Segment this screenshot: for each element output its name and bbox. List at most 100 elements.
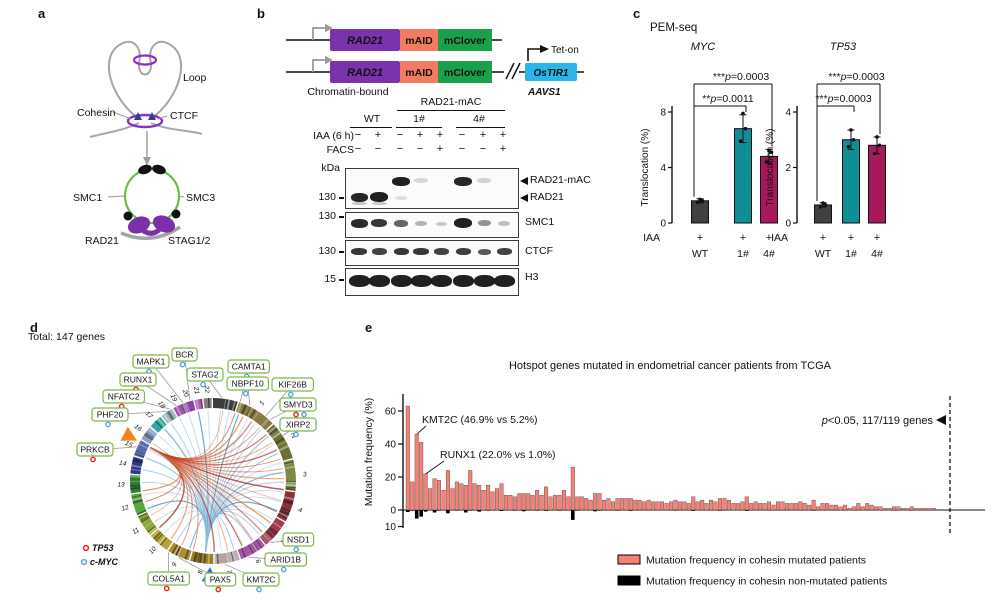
chromosome-number: 9	[171, 561, 179, 568]
chromosome-arc	[271, 431, 282, 440]
mutation-bar	[508, 494, 513, 511]
y-axis-label: Translocation (%)	[640, 129, 651, 207]
myc-dot-icon	[105, 421, 111, 428]
gene-label: COL5A1	[152, 574, 185, 584]
mutation-bar	[548, 496, 553, 511]
mutation-bar	[891, 506, 896, 511]
smc1-blot-label: SMC1	[525, 216, 555, 228]
h3-blot-label: H3	[525, 271, 539, 283]
gene-label: PAX5	[210, 575, 231, 585]
bar	[868, 144, 886, 224]
chart-title: TP53	[830, 41, 857, 53]
mutation-bar	[869, 504, 874, 511]
chromosome-arc	[175, 405, 182, 416]
protein-band	[454, 218, 472, 228]
chromosome-arc	[276, 490, 296, 522]
iaa-sign: −	[458, 129, 466, 141]
chromosome-arc	[155, 420, 163, 429]
chromosome-arc	[171, 544, 179, 554]
non-mutated-bar	[463, 510, 468, 513]
chromosome-arc	[176, 546, 183, 557]
non-mutated-bar	[432, 510, 437, 513]
mutation-bar	[833, 504, 838, 511]
myc-dot-icon	[242, 390, 249, 397]
mutation-bar	[713, 501, 718, 511]
mutation-bar	[709, 499, 714, 511]
tp53-locus-triangle-icon	[120, 426, 138, 441]
mutation-bar	[463, 485, 468, 511]
chromosome-arc	[248, 544, 254, 554]
protein-band	[477, 249, 491, 255]
teton-arrow-icon	[527, 48, 540, 61]
mutation-bar	[700, 499, 705, 511]
rad21-bridge	[140, 227, 162, 236]
y-tick-label: 4	[660, 163, 666, 174]
mutation-bar	[410, 481, 415, 511]
cohesin-label: Cohesin	[77, 107, 116, 119]
circos-plot: Total: 147 genes123456789101112131415161…	[28, 331, 317, 593]
chromosome-arc	[277, 513, 288, 520]
non-mutated-bar	[718, 510, 722, 511]
x-category-label: 4#	[871, 248, 883, 260]
myc-dot-icon	[301, 411, 307, 418]
y-tick-label: 0	[390, 506, 396, 517]
mutation-bar	[575, 496, 580, 511]
mutation-bar	[668, 501, 673, 511]
mutation-bar	[691, 496, 696, 511]
mutation-bar	[642, 501, 647, 511]
mutation-bar	[856, 503, 861, 511]
legend-swatch	[617, 575, 641, 586]
chromosome-arc	[140, 516, 150, 523]
mutation-bar	[811, 499, 816, 511]
mutation-bar	[655, 501, 660, 511]
mutation-bar	[445, 470, 450, 511]
data-point	[764, 160, 769, 164]
mutation-bar	[521, 493, 526, 511]
chromosome-arc	[264, 532, 272, 541]
mutation-bar	[454, 481, 459, 511]
mutation-bar	[771, 504, 776, 511]
chromosome-arc	[159, 536, 168, 546]
group-1: 1#	[413, 113, 425, 125]
chromosome-arc	[271, 432, 281, 439]
mutation-bar	[526, 493, 531, 511]
protein-band	[410, 275, 432, 287]
protein-band	[370, 192, 388, 202]
facs-sign: −	[416, 143, 424, 155]
non-mutated-bar	[597, 510, 602, 511]
aavs1-label: AAVS1	[527, 87, 561, 98]
myc-dot-icon	[293, 546, 300, 553]
iaa-plus: +	[820, 232, 826, 244]
chromosome-arc	[148, 526, 157, 535]
wt-underline	[350, 127, 392, 128]
band-arrow-icon	[520, 194, 528, 202]
chromosome-number: 16	[133, 423, 143, 433]
marker-130: 130	[318, 245, 336, 257]
mutation-bar	[664, 503, 669, 511]
marker-tick	[339, 216, 344, 218]
chromosome-number: 10	[148, 545, 158, 555]
chromosome-arc	[269, 526, 279, 534]
rad21-label: RAD21	[85, 235, 119, 247]
gene-label: NFATC2	[108, 392, 140, 402]
chromosome-arc	[150, 529, 173, 551]
protein-band	[452, 275, 474, 287]
protein-band	[413, 248, 429, 255]
mutation-bar	[762, 503, 767, 511]
non-mutated-bar	[486, 510, 490, 511]
pvalue-annotation: p<0.05, 117/119 genes	[821, 415, 934, 427]
iaa-row-label: IAA	[643, 232, 660, 244]
sig-label: ***p=0.0003	[815, 93, 872, 105]
gene-label: PHF20	[97, 410, 124, 420]
data-point	[872, 151, 877, 156]
gene-label-box	[279, 417, 317, 432]
protein-band	[390, 275, 412, 287]
chromosome-arc	[136, 509, 147, 516]
mutation-bar	[851, 506, 856, 511]
gene-connector-line	[150, 361, 184, 403]
panel-c-charts: MYC 0 4 8 Translocation (%) + WT +1# +4# IAA **p=0…	[640, 41, 886, 260]
data-point	[695, 200, 700, 204]
legend-swatch	[617, 554, 641, 565]
non-mutated-bar	[575, 510, 580, 511]
smc-anchor	[171, 209, 181, 219]
